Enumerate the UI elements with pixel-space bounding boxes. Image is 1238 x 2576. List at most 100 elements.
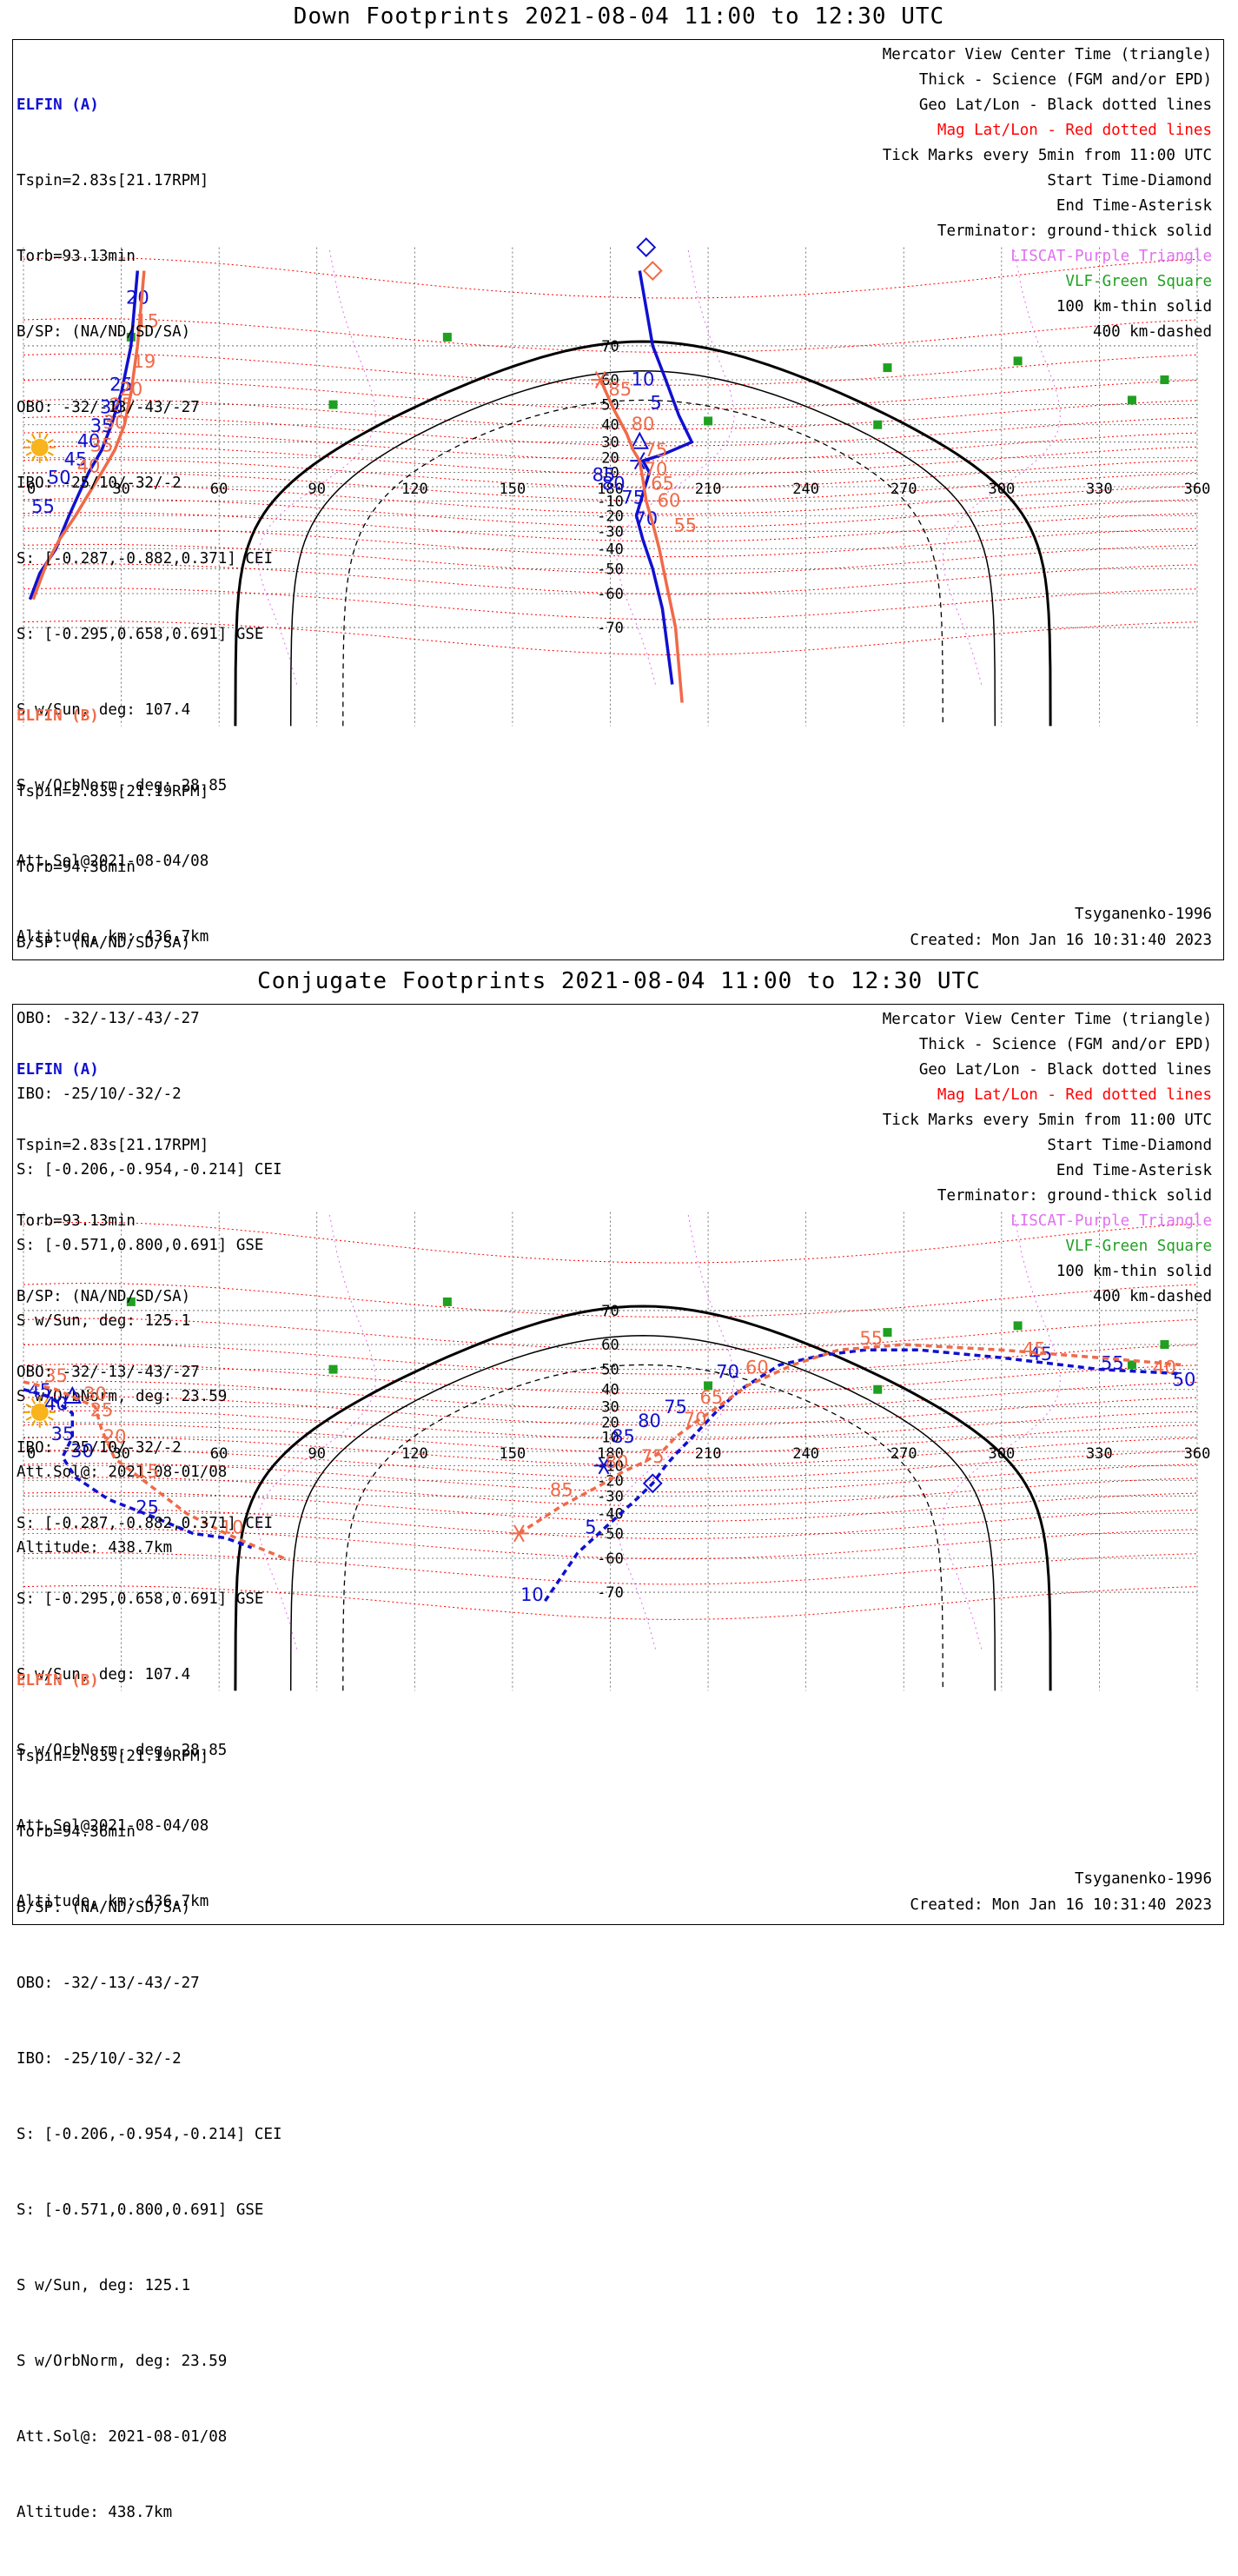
info-line: Tspin=2.83s[21.17RPM] — [17, 1137, 209, 1154]
lat-tick-label: -50 — [597, 1525, 624, 1543]
lon-tick-label: 360 — [1184, 481, 1211, 498]
map-legend: Mercator View Center Time (triangle) Thic… — [883, 43, 1212, 345]
legend-entry: VLF-Green Square — [1065, 273, 1212, 290]
time-tick-label: 40 — [1153, 1358, 1176, 1378]
end-asterisk-icon — [593, 1457, 613, 1475]
map-frame — [12, 39, 1224, 960]
time-tick-label: 30 — [103, 412, 127, 433]
footprint-track — [634, 270, 694, 685]
lat-tick-label: -50 — [597, 561, 624, 578]
conjugate-footprints-panel: Conjugate Footprints 2021-08-04 11:00 to… — [0, 965, 1238, 2521]
info-line: S: [-0.571,0.800,0.691] GSE — [17, 2201, 264, 2219]
lon-tick-label: 270 — [890, 1445, 917, 1463]
mag-parallel — [23, 1508, 1198, 1539]
lon-tick-label: 180 — [597, 481, 624, 498]
lat-tick-label: 30 — [601, 435, 619, 452]
lat-tick-label: 40 — [601, 1382, 619, 1399]
time-tick-label: 55 — [1101, 1353, 1124, 1374]
lon-tick-label: 120 — [401, 481, 428, 498]
vlf-square-icon — [1013, 356, 1023, 366]
info-line: OBO: -32/-13/-43/-27 — [17, 1975, 200, 1992]
elfin-a-header: ELFIN (A) — [17, 1061, 99, 1079]
time-tick-label: 45 — [64, 448, 88, 469]
vlf-square-icon — [328, 1364, 338, 1374]
lat-tick-label: 20 — [601, 1415, 619, 1432]
legend-entry: VLF-Green Square — [1065, 1238, 1212, 1255]
info-line: Torb=94.36min — [17, 1823, 136, 1841]
lon-tick-label: 240 — [792, 1445, 819, 1463]
time-tick-label: 85 — [612, 1426, 635, 1447]
time-tick-label: 35 — [51, 1424, 75, 1444]
lon-tick-label: 90 — [308, 481, 326, 498]
time-tick-label: 25 — [90, 1400, 114, 1421]
time-tick-label: 60 — [658, 490, 681, 511]
info-line: Att.Sol@2021-08-04/08 — [17, 853, 209, 870]
time-tick-label: 50 — [48, 468, 71, 488]
info-line: S w/OrbNorm, deg: 28.85 — [17, 1742, 228, 1759]
info-line: OBO: -32/-13/-43/-27 — [17, 1010, 200, 1027]
time-tick-label: 40 — [77, 456, 101, 477]
lat-tick-label: 10 — [601, 465, 619, 482]
time-tick-label: 25 — [136, 1497, 159, 1517]
info-line: S w/Sun, deg: 125.1 — [17, 1312, 191, 1330]
liscat-curve — [942, 1212, 1061, 1650]
time-tick-label: 55 — [673, 515, 697, 535]
lat-tick-label: 40 — [601, 417, 619, 435]
mag-parallel — [23, 1528, 1198, 1560]
vlf-square-icon — [704, 416, 713, 426]
mag-parallel — [23, 472, 1198, 501]
mag-parallel — [23, 527, 1198, 558]
lon-tick-label: 30 — [112, 481, 129, 498]
panel-title: Conjugate Footprints 2021-08-04 11:00 to… — [257, 968, 981, 994]
lat-tick-label: -10 — [597, 493, 624, 510]
lon-tick-label: 240 — [792, 481, 819, 498]
time-tick-label: 70 — [716, 1361, 739, 1382]
legend-entry: Mag Lat/Lon - Red dotted lines — [937, 122, 1212, 139]
footprint-track — [23, 1388, 253, 1550]
lon-tick-label: 30 — [112, 1445, 129, 1463]
lon-tick-label: 360 — [1184, 1445, 1211, 1463]
vlf-square-icon — [883, 1328, 892, 1338]
time-tick-label: 45 — [28, 1380, 51, 1401]
time-tick-label: 20 — [119, 379, 142, 400]
info-line: B/SP: (NA/ND/SD/SA) — [17, 323, 191, 341]
elfin-a-header: ELFIN (A) — [17, 96, 99, 114]
time-tick-label: 10 — [632, 368, 655, 389]
lon-tick-label: 90 — [308, 1445, 326, 1463]
lat-tick-label: 60 — [601, 372, 619, 389]
lon-tick-label: 60 — [210, 1445, 228, 1463]
mag-parallel — [23, 1463, 1198, 1493]
lat-tick-label: -30 — [597, 523, 624, 541]
terminator-400km — [342, 399, 943, 727]
legend-entry: Geo Lat/Lon - Black dotted lines — [918, 1061, 1212, 1079]
info-line: Torb=93.13min — [17, 1212, 136, 1230]
lon-tick-label: 0 — [27, 481, 36, 498]
time-tick-label: 20 — [126, 288, 149, 309]
time-tick-label: 80 — [602, 473, 626, 494]
footprint-map: 0 30 60 90 120 150 180 210 240 270 300 330 360 70 60 50… — [23, 1212, 1211, 1691]
legend-entry: Thick - Science (FGM and/or EPD) — [918, 1036, 1212, 1053]
down-footprints-panel: Down Footprints 2021-08-04 11:00 to 12:3… — [0, 0, 1238, 1557]
liscat-curve — [257, 1212, 376, 1650]
info-line: Tspin=2.83s[21.19RPM] — [17, 1748, 209, 1765]
vlf-square-icon — [328, 400, 338, 409]
info-line: S w/Sun, deg: 107.4 — [17, 1666, 191, 1683]
info-line: S w/OrbNorm, deg: 23.59 — [17, 2353, 228, 2370]
legend-entry: 100 km-thin solid — [1056, 1263, 1212, 1280]
footprint-track — [599, 379, 684, 703]
legend-entry: Geo Lat/Lon - Black dotted lines — [918, 96, 1212, 114]
mag-parallel — [23, 399, 1198, 430]
liscat-curve — [942, 247, 1061, 685]
time-tick-label: 45 — [1023, 1338, 1046, 1359]
vlf-square-icon — [442, 1297, 452, 1306]
legend-entry: Start Time-Diamond — [1047, 172, 1212, 189]
vlf-square-icon — [883, 363, 892, 373]
time-tick-label: 75 — [645, 440, 668, 461]
info-line: OBO: -32/-13/-43/-27 — [17, 1364, 200, 1381]
info-line: IBO: -25/10/-32/-2 — [17, 2050, 182, 2068]
info-line: S w/Sun, deg: 125.1 — [17, 2277, 191, 2294]
mag-parallel — [23, 318, 1198, 353]
time-tick-label: 25 — [109, 374, 133, 395]
lon-tick-label: 210 — [695, 1445, 722, 1463]
legend-entry: 400 km-dashed — [1093, 323, 1212, 341]
